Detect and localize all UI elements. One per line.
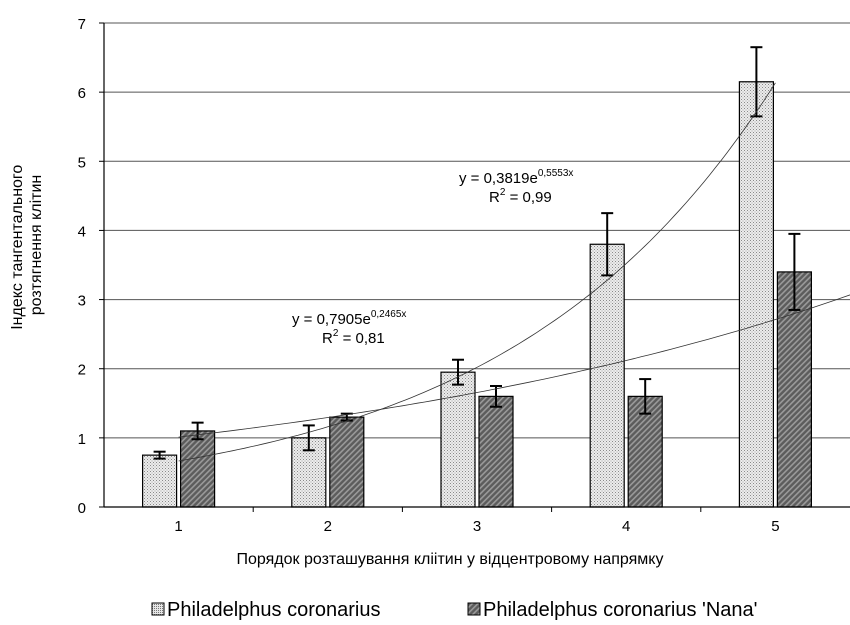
y-tick-label: 6 bbox=[78, 85, 86, 102]
error-bars bbox=[153, 46, 801, 460]
x-tick-labels: 1 2 3 4 5 bbox=[174, 507, 780, 535]
y-tick-label: 1 bbox=[78, 431, 86, 448]
bar-series-2 bbox=[776, 271, 813, 508]
trendline-r2-series-2: R2 = 0,81 bbox=[322, 328, 385, 347]
trendline-equation-series-2: y = 0,7905e0,2465x bbox=[292, 309, 406, 328]
y-tick-label: 0 bbox=[78, 500, 86, 517]
y-axis-title: Індекс тангентального розтягнення клітин bbox=[9, 160, 45, 330]
x-tick-label: 3 bbox=[473, 518, 481, 535]
legend-swatch-series-2 bbox=[467, 602, 481, 616]
bar-series-2 bbox=[627, 395, 663, 508]
trendline-equation-exponent: 0,2465x bbox=[371, 309, 407, 320]
trendline-series-2 bbox=[178, 294, 850, 438]
y-tick-label: 5 bbox=[78, 154, 86, 171]
y-tick-label: 7 bbox=[78, 16, 86, 33]
bar-series-1 bbox=[440, 371, 476, 508]
y-axis-title-line-2: розтягнення клітин bbox=[28, 175, 45, 315]
y-tick-label: 4 bbox=[78, 223, 86, 240]
x-tick-label: 5 bbox=[771, 518, 779, 535]
legend-swatch-series-1 bbox=[151, 602, 165, 616]
bar-series-2 bbox=[180, 430, 216, 508]
trendline-series-1 bbox=[178, 82, 776, 462]
legend-label-series-2: Philadelphus coronarius 'Nana' bbox=[483, 599, 757, 621]
x-axis-title: Порядок розташування кліітин у відцентро… bbox=[237, 551, 664, 568]
bar-series-2 bbox=[329, 416, 365, 508]
x-tick-label: 2 bbox=[324, 518, 332, 535]
axes bbox=[103, 23, 850, 508]
y-tick-label: 2 bbox=[78, 362, 86, 379]
y-tick-labels: 0 1 2 3 4 5 6 7 bbox=[78, 16, 86, 517]
bars bbox=[142, 81, 813, 508]
bar-series-2 bbox=[478, 395, 514, 508]
trendlines bbox=[178, 82, 850, 462]
x-tick-label: 1 bbox=[174, 518, 182, 535]
trendline-equation-exponent: 0,5553x bbox=[538, 168, 574, 179]
bar-series-1 bbox=[738, 81, 775, 508]
legend-label-series-1: Philadelphus coronarius bbox=[167, 599, 380, 621]
y-axis-title-line-1: Індекс тангентального bbox=[9, 165, 26, 330]
gridlines bbox=[99, 22, 850, 508]
y-tick-label: 3 bbox=[78, 293, 86, 310]
x-tick-label: 4 bbox=[622, 518, 630, 535]
bar-series-1 bbox=[142, 454, 178, 508]
trendline-r2-series-1: R2 = 0,99 bbox=[489, 187, 552, 206]
legend: Philadelphus coronarius Philadelphus cor… bbox=[151, 599, 757, 621]
trendline-equation-series-1: y = 0,3819e0,5553x bbox=[459, 168, 573, 187]
bar-series-1 bbox=[589, 243, 625, 508]
